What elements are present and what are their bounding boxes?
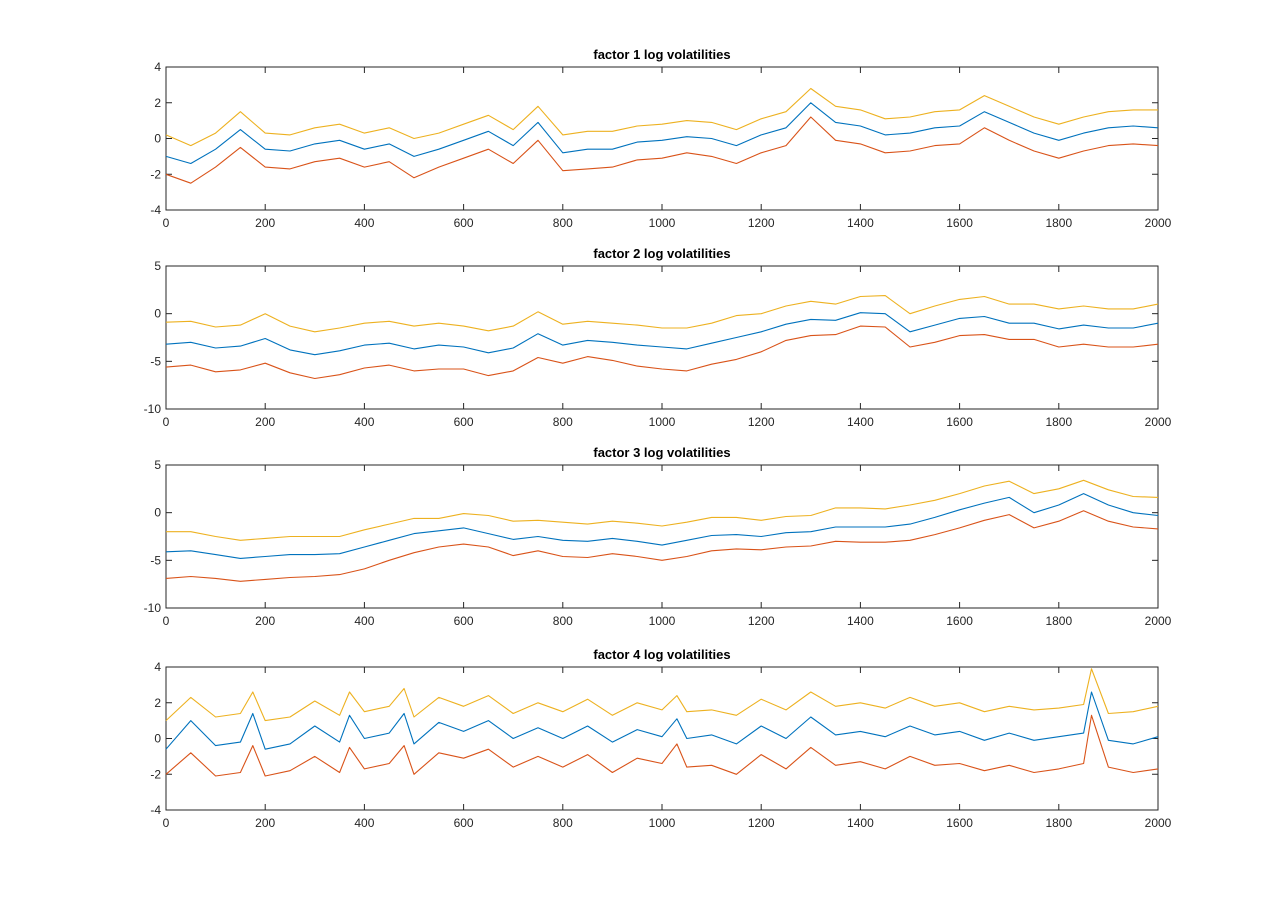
y-tick-label: 5 <box>154 259 161 273</box>
x-tick-label: 0 <box>163 816 170 830</box>
x-tick-label: 0 <box>163 614 170 628</box>
y-tick-label: -5 <box>150 553 161 567</box>
x-tick-label: 1800 <box>1045 216 1072 230</box>
subplot-4: factor 4 log volatilities 0 200 400 600 800 10… <box>150 647 1171 830</box>
x-tick-label: 2000 <box>1145 216 1172 230</box>
x-tick-label: 400 <box>354 216 374 230</box>
x-tick-label: 400 <box>354 614 374 628</box>
chart-title: factor 4 log volatilities <box>593 647 730 662</box>
y-tick-label: -4 <box>150 203 161 217</box>
y-tick-label: -2 <box>150 167 161 181</box>
subplot-3: factor 3 log volatilities 0 200 400 600 800 10… <box>144 445 1172 628</box>
x-tick-label: 1800 <box>1045 816 1072 830</box>
y-tick-label: -10 <box>144 402 162 416</box>
x-tick-label: 1200 <box>748 415 775 429</box>
x-tick-label: 600 <box>454 816 474 830</box>
x-tick-label: 1000 <box>649 216 676 230</box>
x-tick-label: 800 <box>553 816 573 830</box>
x-tick-label: 2000 <box>1145 816 1172 830</box>
x-tick-label: 200 <box>255 216 275 230</box>
x-tick-label: 1200 <box>748 816 775 830</box>
x-tick-label: 2000 <box>1145 415 1172 429</box>
y-tick-label: -2 <box>150 767 161 781</box>
x-tick-label: 200 <box>255 816 275 830</box>
x-tick-label: 1600 <box>946 614 973 628</box>
series-line-median <box>165 493 1159 559</box>
x-tick-label: 600 <box>454 216 474 230</box>
x-tick-label: 1000 <box>649 816 676 830</box>
axes-box <box>165 666 1159 811</box>
y-tick-label: 0 <box>154 132 161 146</box>
x-tick-label: 0 <box>163 415 170 429</box>
x-tick-label: 1000 <box>649 614 676 628</box>
y-tick-label: 4 <box>154 60 161 74</box>
y-tick-label: 2 <box>154 96 161 110</box>
x-tick-label: 800 <box>553 614 573 628</box>
x-tick-label: 2000 <box>1145 614 1172 628</box>
y-tick-label: -5 <box>150 354 161 368</box>
x-tick-label: 200 <box>255 415 275 429</box>
axes-box <box>165 66 1159 211</box>
x-tick-label: 800 <box>553 216 573 230</box>
x-tick-label: 1600 <box>946 216 973 230</box>
x-tick-label: 400 <box>354 415 374 429</box>
x-tick-label: 1400 <box>847 415 874 429</box>
series-line-upper <box>166 479 1159 541</box>
series-line-median <box>165 312 1159 356</box>
x-tick-label: 1600 <box>946 415 973 429</box>
y-tick-label: 0 <box>154 307 161 321</box>
x-tick-label: 1400 <box>847 816 874 830</box>
x-tick-label: 800 <box>553 415 573 429</box>
y-tick-label: 2 <box>154 696 161 710</box>
x-tick-label: 600 <box>454 415 474 429</box>
y-tick-label: -4 <box>150 803 161 817</box>
x-tick-label: 1400 <box>847 216 874 230</box>
y-tick-label: 4 <box>154 660 161 674</box>
x-tick-label: 200 <box>255 614 275 628</box>
series-line-lower <box>165 714 1159 777</box>
x-tick-label: 1800 <box>1045 614 1072 628</box>
chart-title: factor 1 log volatilities <box>593 47 730 62</box>
x-tick-label: 1200 <box>748 216 775 230</box>
y-tick-label: -10 <box>144 601 162 615</box>
x-tick-label: 1600 <box>946 816 973 830</box>
chart-title: factor 2 log volatilities <box>593 246 730 261</box>
x-tick-label: 400 <box>354 816 374 830</box>
subplot-1: factor 1 log volatilities 0 200 400 600 800 10… <box>150 47 1171 230</box>
x-tick-label: 600 <box>454 614 474 628</box>
y-tick-label: 5 <box>154 458 161 472</box>
x-tick-label: 0 <box>163 216 170 230</box>
x-tick-label: 1200 <box>748 614 775 628</box>
series-line-median <box>165 102 1159 165</box>
y-tick-label: 0 <box>154 506 161 520</box>
subplot-2: factor 2 log volatilities 0 200 400 600 800 10… <box>144 246 1172 429</box>
series-line-upper <box>165 87 1158 147</box>
axes-box <box>165 265 1159 410</box>
chart-title: factor 3 log volatilities <box>593 445 730 460</box>
series-line-upper <box>165 668 1159 722</box>
series-line-lower <box>165 116 1159 184</box>
x-tick-label: 1800 <box>1045 415 1072 429</box>
series-line-upper <box>165 295 1159 333</box>
x-tick-label: 1400 <box>847 614 874 628</box>
x-tick-label: 1000 <box>649 415 676 429</box>
y-tick-label: 0 <box>154 732 161 746</box>
series-line-lower <box>165 325 1159 380</box>
series-line-median <box>165 691 1159 750</box>
series-line-lower <box>165 510 1159 582</box>
